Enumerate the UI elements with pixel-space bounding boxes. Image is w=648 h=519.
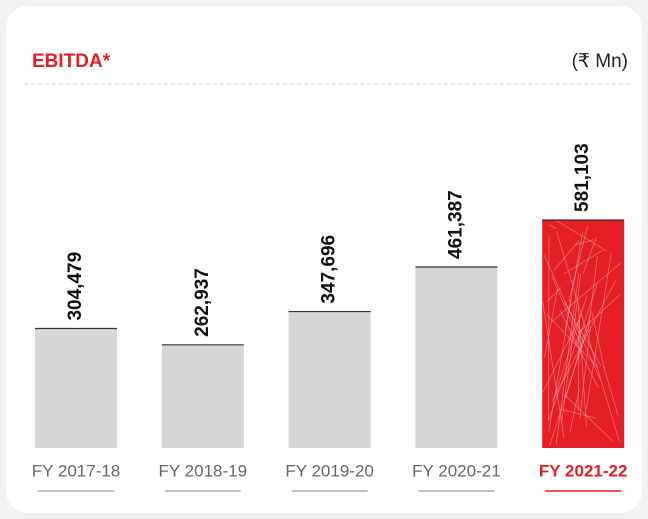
texture-line [564,394,613,442]
x-tick-label: FY 2020-21 [412,461,501,480]
x-tick-label: FY 2018-19 [159,461,248,480]
value-label: 581,103 [572,143,593,212]
texture-line [582,237,597,274]
texture-line [545,313,599,368]
bar [161,344,244,448]
bar [288,311,371,448]
value-label: 262,937 [192,268,213,337]
texture-line [603,365,619,417]
texture-line [553,240,580,272]
texture-line [587,255,598,332]
chart-title: EBITDA* [32,51,111,72]
texture-line [565,313,591,399]
texture-line [552,280,617,402]
texture-line [577,293,621,334]
texture-line [554,295,588,397]
texture-line [547,287,562,302]
x-tick-label: FY 2021-22 [539,461,628,480]
unit-label: (₹ Mn) [572,51,628,72]
texture-line [549,320,591,446]
texture-line [548,299,572,432]
bar [415,266,498,448]
texture-line [551,275,583,349]
value-label: 461,387 [445,190,466,259]
texture-line [564,231,584,332]
texture-line [569,388,580,433]
texture-line [555,220,608,252]
texture-line [551,262,621,322]
bar-texture [542,220,621,446]
texture-line [579,326,591,419]
texture-line [561,273,582,422]
x-tick-label: FY 2019-20 [285,461,374,480]
texture-line [544,289,558,357]
bar [542,220,625,448]
texture-line [577,320,580,412]
texture-line [542,301,565,439]
texture-line [542,314,582,393]
value-label: 347,696 [319,235,340,304]
value-label: 304,479 [65,252,86,321]
texture-line [563,249,604,275]
texture-line [568,225,589,302]
texture-line [559,309,599,389]
texture-line [543,255,601,380]
texture-line [556,231,620,442]
texture-line [576,283,598,346]
bar [35,328,117,448]
texture-line [575,239,594,246]
texture-line [560,408,597,419]
texture-line [548,335,579,421]
texture-line [585,253,612,410]
x-tick-label: FY 2017-18 [32,461,121,480]
texture-line [548,224,557,229]
texture-line [591,311,605,369]
texture-line [555,272,580,445]
texture-line [563,301,602,366]
texture-line [577,305,587,427]
